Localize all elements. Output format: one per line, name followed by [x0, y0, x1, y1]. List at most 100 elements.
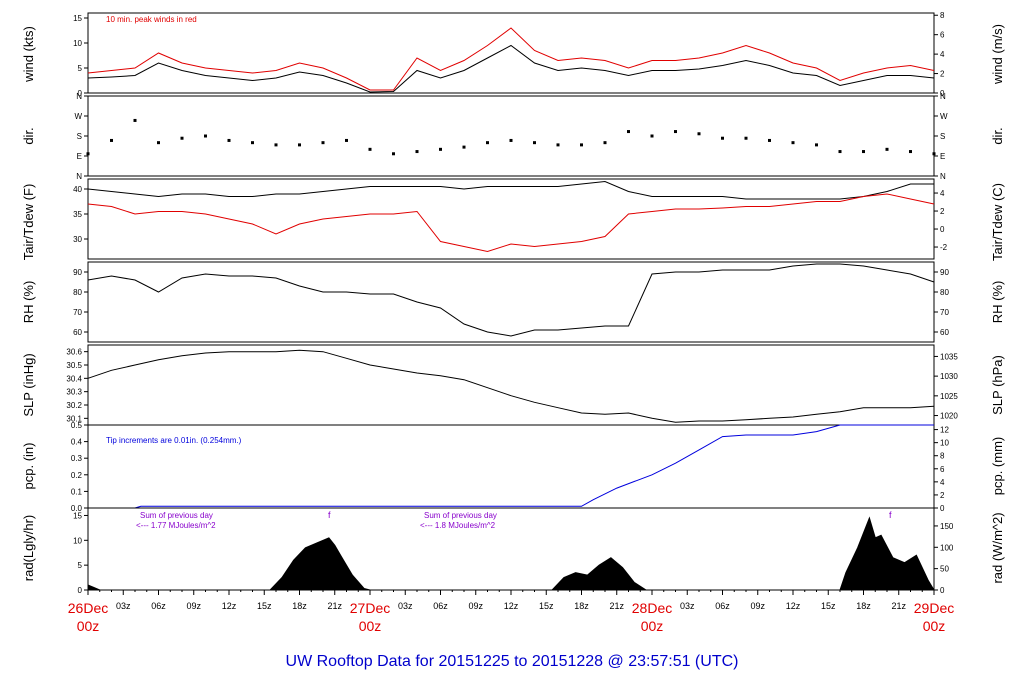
- x-tick-label: 18z: [574, 601, 589, 611]
- wind-panel: wind (kts) wind (m/s) 10 min. peak winds…: [21, 11, 1005, 98]
- wind-left-tick-label: 5: [78, 64, 83, 73]
- dir-left-tick-label: E: [77, 152, 82, 161]
- x-tick-label: 21z: [609, 601, 624, 611]
- rad-note-2-line2: <--- 1.8 MJoules/m^2: [420, 521, 496, 530]
- dir-point: [932, 152, 936, 156]
- x-tick-label: 06z: [433, 601, 448, 611]
- temp-right-tick-label: 4: [940, 189, 945, 198]
- slp-left-tick-label: 30.2: [66, 401, 82, 410]
- dir-point: [768, 138, 771, 142]
- temp-right-tick-label: -2: [940, 243, 948, 252]
- radiation-panel: rad(Lgly/hr) rad (W/m^2) Sum of previous…: [21, 507, 1005, 595]
- rh-left-label: RH (%): [21, 281, 36, 324]
- rad-left-tick-label: 15: [73, 511, 82, 520]
- dir-point: [603, 141, 607, 145]
- wind-right-tick-label: 8: [940, 11, 945, 20]
- day-label-date: 26Dec: [68, 600, 108, 616]
- dir-point: [274, 143, 278, 147]
- dir-point: [439, 147, 442, 151]
- temperature-panel: Tair/Tdew (F) Tair/Tdew (C) 30 35 40 -2 0 2 4: [21, 178, 1005, 261]
- wind-peak-annotation: 10 min. peak winds in red: [106, 15, 197, 24]
- dir-point: [580, 143, 583, 147]
- rad-right-tick-label: 100: [940, 543, 954, 552]
- dir-point: [133, 118, 137, 122]
- rh-right-tick-label: 70: [940, 308, 949, 317]
- rad-left-tick-label: 10: [73, 536, 82, 545]
- x-tick-label: 09z: [186, 601, 201, 611]
- wind-right-tick-label: 2: [940, 70, 945, 79]
- dir-point: [791, 141, 795, 145]
- x-tick-label: 15z: [257, 601, 272, 611]
- pcp-right-tick-label: 12: [940, 426, 949, 435]
- x-tick-label: 15z: [539, 601, 554, 611]
- dir-point: [650, 134, 654, 138]
- temp-right-label: Tair/Tdew (C): [990, 183, 1005, 261]
- slp-right-tick-label: 1030: [940, 372, 958, 381]
- dir-right-label: dir.: [990, 127, 1005, 144]
- wind-left-tick-label: 0: [78, 89, 83, 98]
- dir-point: [486, 141, 489, 145]
- rh-right-tick-label: 80: [940, 288, 949, 297]
- dir-point: [204, 134, 207, 138]
- slp-left-tick-label: 30.3: [66, 388, 82, 397]
- temp-series-line-tdew: [87, 193, 935, 253]
- rh-panel: RH (%) RH (%) 60 70 80 90 60 70 80 90: [21, 261, 1005, 343]
- pcp-left-tick-label: 0.0: [71, 504, 83, 513]
- dir-point: [462, 145, 466, 149]
- temp-left-tick-label: 40: [73, 185, 82, 194]
- pcp-left-tick-label: 0.5: [71, 421, 83, 430]
- day-label-date: 28Dec: [632, 600, 672, 616]
- x-tick-label: 03z: [680, 601, 695, 611]
- precip-panel: pcp. (in) pcp. (mm) Tip increments are 0…: [21, 421, 1005, 513]
- pcp-left-tick-label: 0.2: [71, 471, 83, 480]
- rad-right-label: rad (W/m^2): [990, 512, 1005, 583]
- x-tick-label: 09z: [468, 601, 483, 611]
- dir-point: [251, 141, 254, 145]
- pcp-right-tick-label: 8: [940, 452, 945, 461]
- rh-series-line-0: [87, 263, 935, 337]
- rh-left-tick-label: 60: [73, 328, 82, 337]
- x-tick-label: 09z: [750, 601, 765, 611]
- temp-series-line-tair: [87, 180, 934, 200]
- slp-right-tick-label: 1020: [940, 412, 958, 421]
- slp-left-tick-label: 30.6: [66, 348, 82, 357]
- rad-left-label: rad(Lgly/hr): [21, 515, 36, 581]
- day-label-date: 27Dec: [350, 600, 390, 616]
- day-label-time: 00z: [77, 618, 100, 634]
- rh-left-tick-label: 90: [73, 268, 82, 277]
- dir-point: [627, 130, 630, 134]
- dir-point: [86, 152, 90, 156]
- wind-left-label: wind (kts): [21, 26, 36, 83]
- slp-series-line-0: [87, 349, 935, 423]
- dir-point: [744, 136, 748, 140]
- dir-point: [180, 136, 184, 140]
- rad-left-tick-label: 5: [78, 561, 83, 570]
- pcp-right-tick-label: 10: [940, 439, 949, 448]
- dir-point: [885, 147, 889, 151]
- slp-left-tick-label: 30.1: [66, 414, 82, 423]
- dir-point: [697, 132, 701, 136]
- dir-point: [674, 130, 677, 134]
- dir-point: [721, 136, 724, 140]
- rh-frame: [87, 261, 935, 343]
- temp-left-label: Tair/Tdew (F): [21, 184, 36, 261]
- x-tick-label: 12z: [222, 601, 237, 611]
- dir-point: [509, 138, 513, 142]
- pcp-left-tick-label: 0.4: [71, 438, 83, 447]
- x-tick-label: 12z: [786, 601, 801, 611]
- rh-right-tick-label: 90: [940, 268, 949, 277]
- tip-increment-annotation: Tip increments are 0.01in. (0.254mm.): [106, 436, 242, 445]
- pcp-right-tick-label: 6: [940, 465, 945, 474]
- dir-right-tick-label: W: [940, 112, 948, 121]
- dir-point: [909, 150, 912, 154]
- x-tick-label: 21z: [327, 601, 342, 611]
- slp-panel: SLP (inHg) SLP (hPa) 30.1 30.2 30.3 30.4 30.…: [21, 344, 1005, 426]
- rh-left-tick-label: 80: [73, 288, 82, 297]
- dir-point: [415, 150, 419, 154]
- rad-note-1-line2: <--- 1.77 MJoules/m^2: [136, 521, 216, 530]
- dir-point: [556, 143, 560, 147]
- rad-right-tick-label: 150: [940, 522, 954, 531]
- temp-right-tick-label: 2: [940, 207, 945, 216]
- dir-right-tick-label: N: [940, 92, 946, 101]
